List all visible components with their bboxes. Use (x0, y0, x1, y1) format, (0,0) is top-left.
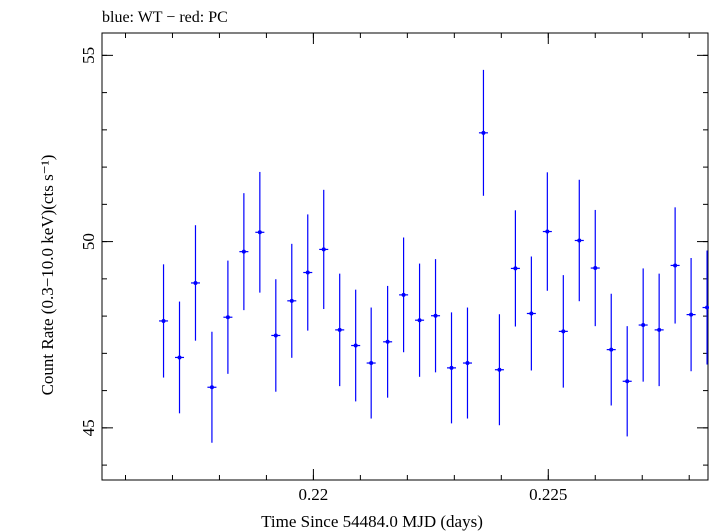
y-axis-label: Count Rate (0.3−10.0 keV)(cts s⁻¹) (38, 155, 57, 396)
data-point (465, 361, 470, 366)
data-point (513, 266, 518, 271)
data-point (481, 130, 486, 135)
data-point (577, 238, 582, 243)
data-point (705, 305, 709, 310)
data-point (433, 313, 438, 318)
data-point (337, 327, 342, 332)
data-point (385, 339, 390, 344)
axis-ticks: 0.22 0.225 45 50 55 (79, 33, 708, 504)
data-point (305, 270, 310, 275)
data-point (257, 230, 262, 235)
data-point (401, 292, 406, 297)
y-tick-label: 45 (79, 419, 98, 436)
y-tick-label: 50 (79, 233, 98, 250)
data-point (657, 327, 662, 332)
y-tick-label: 55 (79, 47, 98, 64)
data-point (625, 379, 630, 384)
data-point (497, 367, 502, 372)
data-point (321, 247, 326, 252)
data-point (417, 318, 422, 323)
data-point (593, 266, 598, 271)
data-point (689, 312, 694, 317)
data-point (529, 311, 534, 316)
x-axis-label: Time Since 54484.0 MJD (days) (261, 512, 483, 531)
data-point (545, 229, 550, 234)
data-point (369, 361, 374, 366)
data-point (289, 298, 294, 303)
data-point (193, 280, 198, 285)
data-points (159, 69, 709, 443)
data-point (449, 365, 454, 370)
data-point (241, 249, 246, 254)
data-point (353, 343, 358, 348)
x-tick-label: 0.225 (529, 485, 567, 504)
data-point (561, 329, 566, 334)
data-point (209, 385, 214, 390)
series-legend-label: blue: WT − red: PC (102, 9, 228, 26)
data-point (609, 347, 614, 352)
data-point (225, 315, 230, 320)
plot-frame (101, 32, 709, 481)
data-point (177, 355, 182, 360)
data-point (673, 263, 678, 268)
data-point (161, 318, 166, 323)
data-point (641, 323, 646, 328)
data-point (273, 333, 278, 338)
x-tick-label: 0.22 (299, 485, 329, 504)
